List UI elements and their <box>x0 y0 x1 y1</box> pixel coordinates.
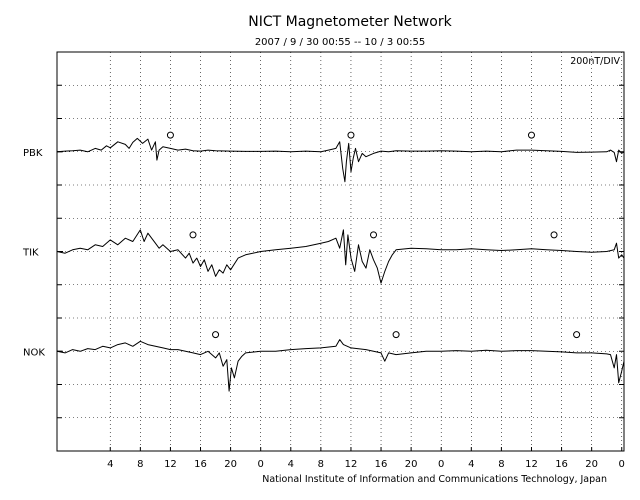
x-tick-label: 16 <box>194 459 207 470</box>
chart-subtitle: 2007 / 9 / 30 00:55 -- 10 / 3 00:55 <box>255 37 425 48</box>
x-tick-label: 4 <box>288 459 294 470</box>
x-tick-label: 8 <box>498 459 504 470</box>
series: PBK TIK NOK <box>22 131 625 392</box>
x-tick-label: 12 <box>345 459 358 470</box>
series-nok: NOK <box>23 331 625 392</box>
series-line <box>56 229 625 284</box>
noon-marker <box>573 331 581 339</box>
noon-marker <box>212 331 220 339</box>
x-tick-label: 4 <box>107 459 113 470</box>
noon-marker <box>550 231 558 239</box>
station-label: NOK <box>23 347 45 358</box>
x-tick-label: 20 <box>405 459 418 470</box>
noon-marker <box>189 231 197 239</box>
station-label: PBK <box>23 148 43 159</box>
noon-marker <box>370 231 378 239</box>
x-tick-label: 20 <box>585 459 598 470</box>
series-line <box>56 339 625 392</box>
x-tick-label: 0 <box>619 459 625 470</box>
x-tick-label: 0 <box>438 459 444 470</box>
x-tick-label: 12 <box>525 459 538 470</box>
x-tick-label: 16 <box>375 459 388 470</box>
series-line <box>56 137 625 183</box>
chart-title: NICT Magnetometer Network <box>248 14 452 30</box>
footer-credit: National Institute of Information and Co… <box>262 474 607 485</box>
scale-label: 200nT/DIV <box>570 56 620 67</box>
grid <box>57 52 624 451</box>
station-label: TIK <box>22 248 39 259</box>
x-tick-label: 8 <box>137 459 143 470</box>
noon-marker <box>392 331 400 339</box>
x-tick-label: 0 <box>258 459 264 470</box>
x-tick-label: 16 <box>555 459 568 470</box>
plot-frame <box>56 51 625 452</box>
x-tick-label: 12 <box>164 459 177 470</box>
series-tik: TIK <box>22 229 625 284</box>
series-pbk: PBK <box>23 131 625 183</box>
x-tick-label: 20 <box>224 459 237 470</box>
noon-marker <box>166 131 174 139</box>
noon-marker <box>347 131 355 139</box>
x-tick-label: 4 <box>468 459 474 470</box>
noon-marker <box>527 131 535 139</box>
x-tick-label: 8 <box>318 459 324 470</box>
axis-ticks: 4 8 12 16 20 0 4 8 12 16 20 0 4 8 12 16 20 0 <box>57 84 625 470</box>
